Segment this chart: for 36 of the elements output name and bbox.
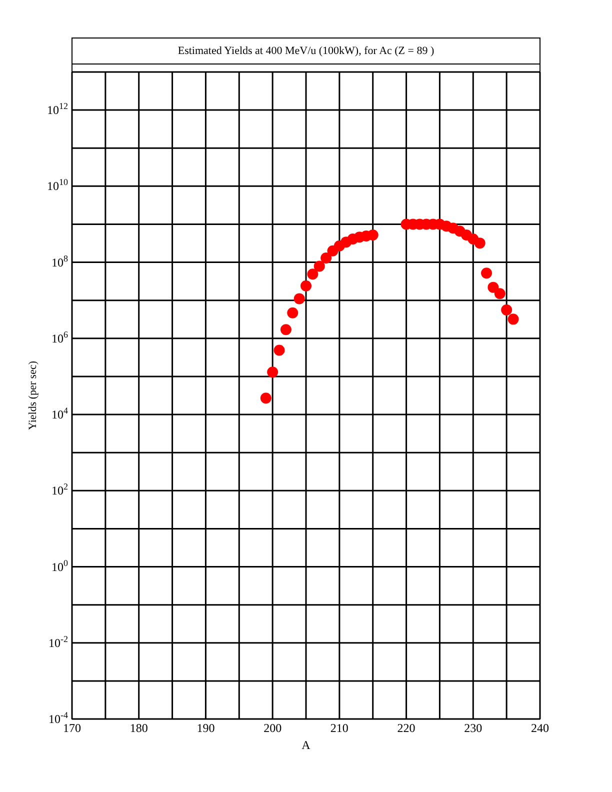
point: [260, 392, 272, 404]
x-tick-label: 220: [397, 721, 416, 735]
point: [287, 307, 298, 318]
x-tick-label: 210: [330, 721, 348, 735]
x-axis-title: A: [302, 738, 311, 752]
point: [367, 230, 378, 241]
point: [488, 282, 499, 293]
point: [300, 280, 312, 292]
x-tick-label: 230: [464, 721, 482, 735]
point: [307, 268, 318, 280]
point: [508, 314, 519, 325]
x-tick-label: 180: [130, 721, 148, 735]
point: [501, 304, 512, 316]
point: [314, 260, 325, 272]
x-tick-label: 240: [531, 721, 549, 735]
y-tick-label: 10$^{0}$: [52, 558, 68, 574]
y-tick-label: 10$^{8}$: [52, 253, 68, 270]
y-tick-label: 10$^{4}$: [52, 406, 68, 422]
point: [481, 268, 492, 279]
chart-title: Estimated Yields at 400 MeV/u (100kW), for Ac (Z = 89 ): [178, 45, 434, 57]
point: [280, 324, 292, 336]
y-tick-label: 10$^{2}$: [52, 482, 68, 498]
y-axis-title: Yields (per sec): [27, 360, 39, 430]
point: [494, 288, 506, 300]
point: [274, 344, 285, 356]
x-tick-label: 170: [63, 721, 81, 735]
point: [294, 293, 305, 304]
x-tick-label: 190: [196, 721, 215, 735]
point: [320, 252, 332, 264]
y-tick-label: 10$^{10}$: [47, 177, 68, 194]
y-tick-label: 10$^{6}$: [52, 329, 68, 346]
x-tick-label: 200: [264, 721, 282, 735]
point: [267, 366, 278, 378]
point: [474, 238, 486, 249]
y-tick-label: 10$^{12}$: [47, 101, 68, 118]
y-tick-label: 10$^{-2}$: [48, 634, 68, 650]
